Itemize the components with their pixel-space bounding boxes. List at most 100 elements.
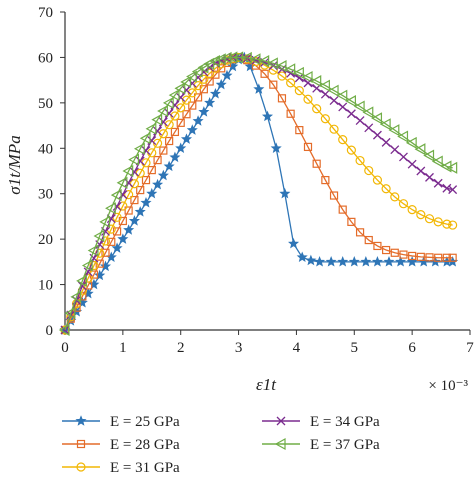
legend-item: E = 34 GPa xyxy=(262,414,380,430)
data-point xyxy=(431,155,443,168)
data-point xyxy=(416,252,425,261)
legend-item: E = 25 GPa xyxy=(62,414,180,430)
data-point xyxy=(294,85,304,96)
x-tick-label: 2 xyxy=(177,340,185,356)
data-point xyxy=(211,70,220,79)
data-point xyxy=(397,130,409,143)
data-point xyxy=(181,95,192,105)
data-point xyxy=(176,118,185,127)
data-point xyxy=(124,190,134,200)
data-point xyxy=(416,210,426,220)
data-point xyxy=(314,256,326,267)
data-point xyxy=(99,260,112,272)
data-point xyxy=(191,65,203,78)
data-point xyxy=(204,97,216,108)
data-point xyxy=(193,93,203,102)
data-point xyxy=(364,165,374,176)
data-point xyxy=(338,205,347,214)
data-point xyxy=(442,219,452,229)
data-point xyxy=(176,103,186,113)
data-point xyxy=(128,215,140,226)
x-tick-label: 4 xyxy=(293,340,301,356)
y-axis-label: σ1t/MPa xyxy=(5,135,24,194)
data-point xyxy=(205,77,214,86)
data-point xyxy=(165,136,174,146)
data-point xyxy=(129,167,139,177)
x-tick-label: 6 xyxy=(408,340,416,356)
data-point xyxy=(373,241,382,251)
data-point xyxy=(220,51,232,64)
data-point xyxy=(372,130,382,140)
data-point xyxy=(416,166,426,176)
data-point xyxy=(294,73,304,83)
data-point xyxy=(319,79,330,92)
data-point xyxy=(338,102,348,112)
series-2 xyxy=(60,52,458,335)
data-point xyxy=(355,228,365,237)
data-point xyxy=(288,237,300,249)
data-point xyxy=(329,191,339,200)
data-point xyxy=(425,253,434,262)
data-point xyxy=(303,142,313,152)
data-point xyxy=(425,172,434,182)
data-point xyxy=(381,184,391,194)
data-point xyxy=(180,75,192,88)
data-point xyxy=(151,113,163,126)
y-tick-label: 40 xyxy=(38,141,53,157)
data-point xyxy=(448,220,458,230)
data-point xyxy=(348,256,360,267)
data-point xyxy=(442,253,451,262)
data-point xyxy=(320,114,330,124)
y-tick-label: 30 xyxy=(38,187,53,203)
data-point xyxy=(267,57,278,70)
data-point xyxy=(338,135,348,145)
data-point xyxy=(371,256,383,267)
data-point xyxy=(284,63,296,76)
legend-marker xyxy=(76,462,86,472)
data-point xyxy=(398,199,409,209)
data-point xyxy=(286,78,296,88)
data-point xyxy=(139,132,151,145)
data-point xyxy=(258,55,270,68)
data-point xyxy=(145,122,157,135)
data-point xyxy=(187,88,197,98)
data-point xyxy=(301,70,313,83)
data-point xyxy=(347,217,356,226)
data-point xyxy=(399,250,408,259)
data-point xyxy=(227,60,239,72)
data-point xyxy=(153,155,162,165)
data-point xyxy=(116,176,128,189)
y-tick-label: 20 xyxy=(38,232,53,248)
data-point xyxy=(141,175,151,185)
data-point xyxy=(286,109,295,118)
data-point xyxy=(253,83,265,94)
data-point xyxy=(215,78,227,90)
data-point xyxy=(296,251,308,263)
data-point xyxy=(112,227,122,236)
data-point xyxy=(346,145,356,155)
data-point xyxy=(101,248,110,257)
data-point xyxy=(221,69,233,81)
data-point xyxy=(382,245,391,255)
data-point xyxy=(390,248,399,257)
data-point xyxy=(303,78,313,88)
data-point xyxy=(275,60,287,73)
data-point xyxy=(295,126,304,135)
data-point xyxy=(58,323,70,337)
data-point xyxy=(312,104,322,114)
data-point xyxy=(424,214,435,224)
data-point xyxy=(320,89,330,99)
data-point xyxy=(327,84,339,97)
data-point xyxy=(134,206,146,217)
data-point xyxy=(133,142,145,155)
data-point xyxy=(423,149,435,162)
data-point xyxy=(203,57,215,70)
data-point xyxy=(95,259,104,268)
data-point xyxy=(381,137,391,147)
data-point xyxy=(188,101,197,110)
data-point xyxy=(371,112,383,125)
data-point xyxy=(170,127,180,137)
data-point xyxy=(157,169,169,181)
legend-item: E = 28 GPa xyxy=(62,437,180,453)
